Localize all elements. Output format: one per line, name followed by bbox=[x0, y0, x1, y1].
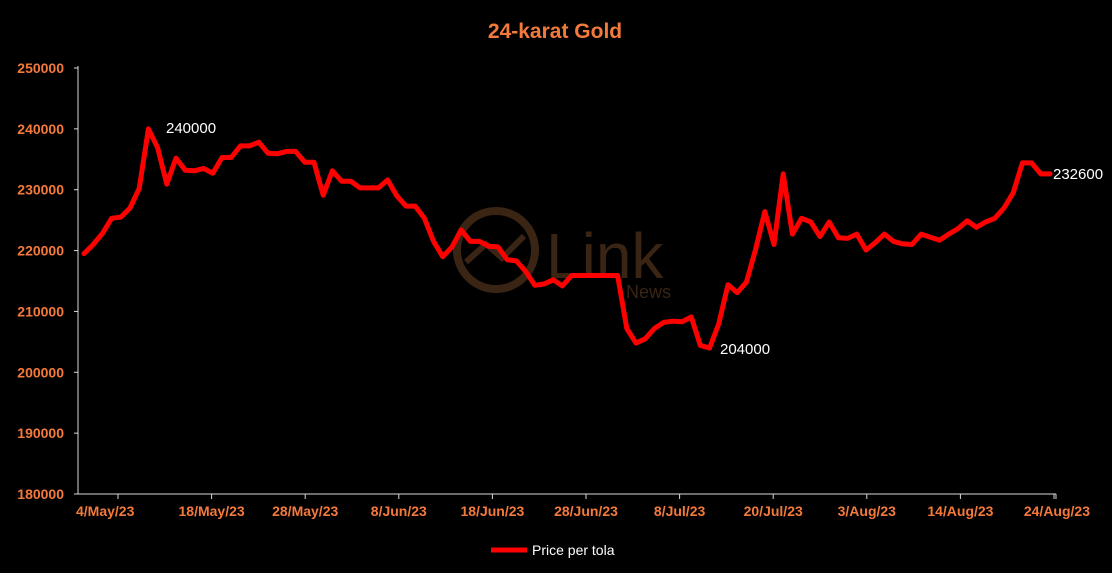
y-tick-label: 190000 bbox=[17, 425, 64, 441]
y-axis-ticks: 180000 190000 200000 210000 220000 230000 2400… bbox=[17, 60, 78, 502]
x-tick-label: 18/May/23 bbox=[179, 503, 245, 519]
y-tick-label: 220000 bbox=[17, 243, 64, 259]
watermark-trend-icon bbox=[463, 233, 527, 265]
y-tick-label: 230000 bbox=[17, 182, 64, 198]
data-label-low: 204000 bbox=[720, 341, 770, 358]
y-tick-label: 240000 bbox=[17, 121, 64, 137]
y-tick-label: 250000 bbox=[17, 60, 64, 76]
x-tick-label: 24/Aug/23 bbox=[1024, 503, 1090, 519]
x-tick-label: 18/Jun/23 bbox=[460, 503, 524, 519]
x-axis-ticks: 4/May/23 18/May/23 28/May/23 8/Jun/23 18/Jun… bbox=[76, 494, 1090, 519]
x-tick-label: 14/Aug/23 bbox=[927, 503, 993, 519]
x-tick-label: 28/May/23 bbox=[272, 503, 338, 519]
data-label-peak: 240000 bbox=[166, 120, 216, 137]
y-tick-label: 180000 bbox=[17, 486, 64, 502]
watermark-sub: News bbox=[626, 282, 671, 302]
x-tick-label: 3/Aug/23 bbox=[838, 503, 897, 519]
series-line-price-per-tola bbox=[81, 126, 1053, 351]
x-tick-label: 4/May/23 bbox=[76, 503, 135, 519]
x-tick-label: 20/Jul/23 bbox=[744, 503, 803, 519]
chart-title: 24-karat Gold bbox=[488, 20, 622, 43]
legend-label: Price per tola bbox=[532, 542, 615, 558]
watermark-logo: Link News bbox=[453, 207, 671, 302]
x-tick-label: 8/Jul/23 bbox=[654, 503, 706, 519]
x-tick-label: 28/Jun/23 bbox=[554, 503, 618, 519]
data-label-last: 232600 bbox=[1053, 166, 1103, 183]
x-tick-label: 8/Jun/23 bbox=[371, 503, 427, 519]
legend: Price per tola bbox=[491, 542, 615, 558]
y-tick-label: 200000 bbox=[17, 364, 64, 380]
watermark-ring bbox=[453, 207, 539, 293]
y-tick-label: 210000 bbox=[17, 303, 64, 319]
